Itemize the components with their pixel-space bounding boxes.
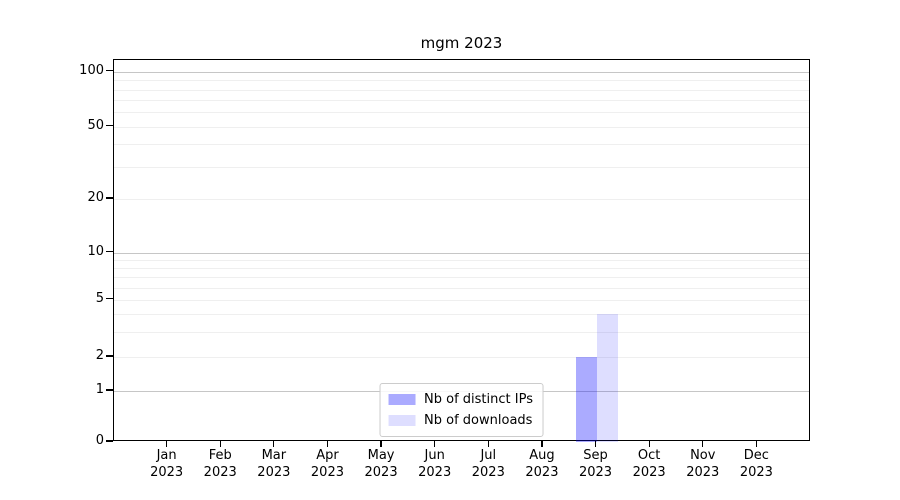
- x-tick-label: Aug 2023: [525, 448, 559, 480]
- y-tick-mark: [106, 197, 113, 199]
- gridline-minor: [114, 144, 809, 146]
- gridline-minor: [114, 357, 809, 358]
- y-tick-label: 2: [95, 348, 104, 363]
- y-tick-label: 5: [95, 290, 104, 306]
- x-tick-label: Oct 2023: [632, 448, 666, 480]
- gridline-minor: [114, 277, 809, 279]
- x-tick-label: Nov 2023: [686, 448, 720, 480]
- x-tick-mark: [273, 441, 275, 447]
- x-tick-mark: [166, 441, 168, 447]
- x-tick-label: Mar 2023: [257, 448, 291, 480]
- x-tick-mark: [487, 441, 489, 447]
- gridline-minor: [114, 260, 809, 262]
- legend-item-distinct-ips: Nb of distinct IPs: [388, 389, 533, 410]
- y-tick-mark: [106, 440, 113, 442]
- y-tick-label: 100: [79, 62, 104, 78]
- x-tick-mark: [648, 441, 650, 447]
- x-tick-mark: [755, 441, 757, 447]
- bar-downloads: [596, 313, 618, 442]
- y-tick-mark: [106, 70, 113, 72]
- legend-label-downloads: Nb of downloads: [424, 413, 533, 428]
- x-tick-label: Apr 2023: [310, 448, 344, 480]
- gridline-minor: [114, 126, 809, 128]
- legend-swatch-downloads: [388, 415, 416, 426]
- x-tick-mark: [541, 441, 543, 447]
- x-tick-mark: [219, 441, 221, 447]
- x-tick-label: Sep 2023: [578, 448, 613, 480]
- bar-distinct-ips: [575, 357, 597, 442]
- gridline-minor: [114, 268, 809, 270]
- x-tick-mark: [434, 441, 436, 447]
- y-tick-label: 1: [95, 382, 104, 397]
- gridline-major: [114, 252, 809, 254]
- legend: Nb of distinct IPs Nb of downloads: [379, 383, 544, 437]
- legend-label-distinct-ips: Nb of distinct IPs: [424, 392, 533, 407]
- gridline-minor: [114, 167, 809, 169]
- gridline-minor: [114, 313, 809, 315]
- gridline-minor: [114, 100, 809, 102]
- x-tick-mark: [594, 441, 597, 447]
- gridline-minor: [114, 89, 809, 91]
- gridline-major: [114, 71, 809, 73]
- plot-area: Nb of distinct IPs Nb of downloads: [113, 59, 810, 442]
- y-tick-label: 0: [95, 433, 104, 448]
- gridline-minor: [114, 287, 809, 289]
- y-tick-label: 20: [87, 190, 104, 206]
- x-tick-label: Jan 2023: [150, 448, 184, 480]
- x-tick-mark: [326, 441, 329, 447]
- gridline-minor: [114, 199, 809, 201]
- y-tick-mark: [106, 298, 113, 300]
- y-tick-label: 10: [87, 243, 104, 259]
- x-tick-label: Jun 2023: [418, 448, 452, 480]
- gridline-minor: [114, 299, 809, 301]
- gridline-minor: [114, 80, 809, 82]
- chart-title: mgm 2023: [420, 34, 503, 52]
- y-tick-mark: [106, 355, 113, 357]
- gridline-minor: [114, 331, 809, 333]
- x-tick-mark: [702, 441, 704, 447]
- y-tick-mark: [106, 125, 113, 127]
- x-tick-label: May 2023: [364, 448, 398, 480]
- y-tick-mark: [106, 251, 113, 253]
- y-tick-label: 50: [87, 117, 104, 133]
- x-tick-label: Dec 2023: [739, 448, 773, 480]
- x-tick-label: Jul 2023: [471, 448, 505, 480]
- legend-item-downloads: Nb of downloads: [388, 410, 533, 431]
- y-tick-mark: [106, 389, 113, 391]
- x-tick-label: Feb 2023: [203, 448, 237, 480]
- x-tick-mark: [380, 441, 382, 447]
- gridline-minor: [114, 112, 809, 114]
- legend-swatch-distinct-ips: [388, 394, 416, 405]
